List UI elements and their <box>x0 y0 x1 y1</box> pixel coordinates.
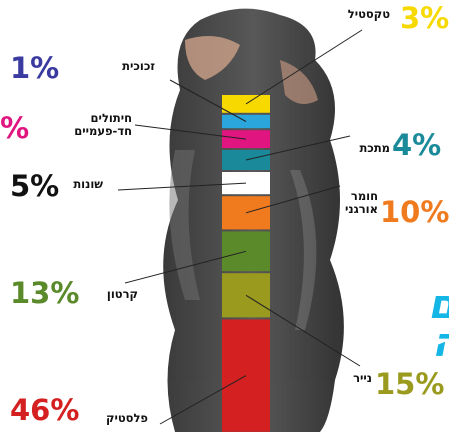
value-label: 1% <box>10 51 59 85</box>
bar-segment <box>222 231 270 271</box>
category-label: אורגני <box>345 202 378 216</box>
value-label: 10% <box>380 195 449 229</box>
value-label: 46% <box>10 393 79 427</box>
category-label: מתכת <box>359 141 390 155</box>
value-label: 13% <box>10 276 79 310</box>
chart: טקסטיל 3% זכוכית 1% חיתוליםחד-פעמיים 3% מתכת4%… <box>0 0 449 432</box>
category-label: נייר <box>353 371 372 385</box>
value-label: 3% <box>400 1 449 35</box>
category-label: קרטון <box>107 287 138 301</box>
category-label: חומר <box>351 189 378 203</box>
category-label: זכוכית <box>122 59 155 73</box>
bar-segment <box>222 319 270 431</box>
category-label: חיתולים <box>91 111 132 125</box>
value-label: 4% <box>392 128 441 162</box>
value-label: 15% <box>375 367 444 401</box>
category-label: טקסטיל <box>348 7 390 21</box>
category-label: חד-פעמיים <box>74 124 132 138</box>
stacked-bar <box>222 95 270 432</box>
category-label: שונות <box>73 177 103 191</box>
value-label: 5% <box>10 169 59 203</box>
annotation: ה <box>432 320 449 366</box>
category-label: פלסטיק <box>106 411 148 425</box>
value-label: 3% <box>0 111 29 145</box>
